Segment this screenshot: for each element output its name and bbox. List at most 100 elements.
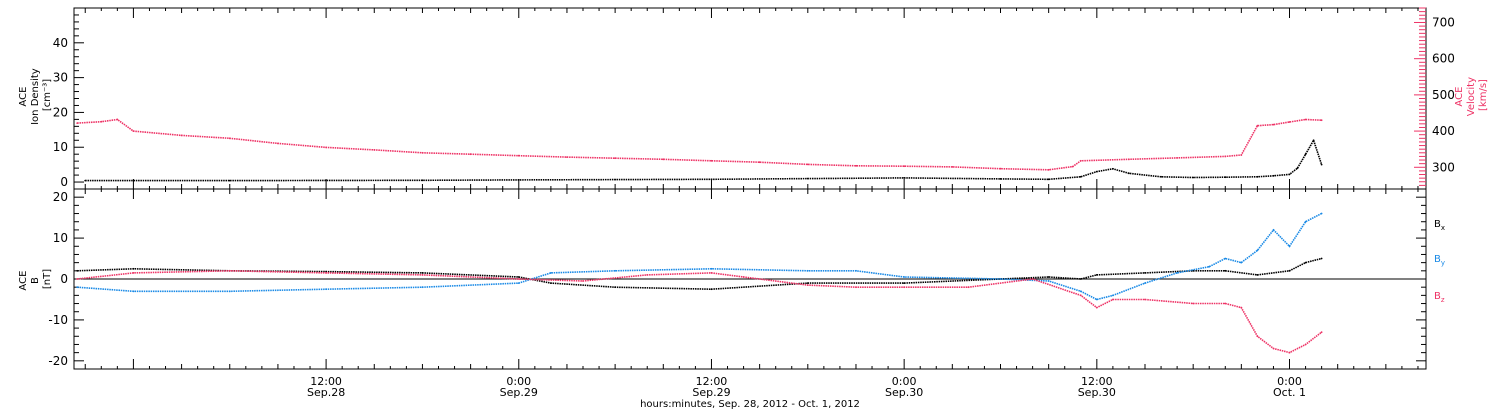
data-point-bz xyxy=(1240,306,1243,309)
data-point-velocity xyxy=(1320,119,1323,122)
data-point-by xyxy=(1304,220,1307,223)
data-point-bx xyxy=(550,282,552,284)
tick-labels: 12:00Sep.280:00Sep.2912:00Sep.290:00Sep.… xyxy=(48,15,1455,399)
legend-by: By xyxy=(1434,254,1445,267)
data-point-bz xyxy=(710,272,713,274)
data-point-by xyxy=(1144,282,1146,284)
y-tick-label-velocity: 700 xyxy=(1432,15,1455,29)
data-point-by xyxy=(1256,249,1259,252)
legend-bx: Bx xyxy=(1434,219,1445,232)
data-point-by xyxy=(1095,298,1098,301)
data-point-velocity xyxy=(228,137,231,140)
density-velocity-panel-frame xyxy=(73,7,1427,190)
data-point-bz xyxy=(855,286,857,289)
data-point-bz xyxy=(76,278,79,280)
data-point-ion-density xyxy=(1128,172,1130,175)
y-tick-label-density: 20 xyxy=(53,105,68,119)
data-point-ion-density xyxy=(1112,167,1114,170)
data-point-ion-density xyxy=(999,178,1002,180)
data-point-ion-density xyxy=(1047,178,1050,181)
data-point-ion-density xyxy=(1288,173,1291,176)
x-tick-label-time: 12:00 xyxy=(310,375,342,388)
data-point-ion-density xyxy=(903,177,905,179)
x-tick-label-time: 0:00 xyxy=(506,375,531,388)
data-point-bx xyxy=(421,272,424,274)
ion-density-axis-title: ACE Ion Density [cm⁻³] xyxy=(18,65,53,125)
data-point-velocity xyxy=(662,158,665,161)
data-point-velocity xyxy=(1224,155,1227,158)
data-point-bz xyxy=(132,272,135,274)
data-point-velocity xyxy=(614,157,616,160)
data-point-bz xyxy=(1304,343,1307,346)
data-point-velocity xyxy=(1288,121,1291,123)
magnetic-field-axis-title: ACE B [nT] xyxy=(18,267,53,290)
data-point-bx xyxy=(325,270,327,273)
data-point-ion-density xyxy=(1224,176,1227,179)
x-tick-label-date: Sep.29 xyxy=(500,386,538,399)
tick-marks xyxy=(74,7,1426,369)
data-point-velocity xyxy=(1176,157,1178,159)
data-point-velocity xyxy=(469,153,472,156)
data-point-velocity xyxy=(758,161,761,164)
data-point-bz xyxy=(903,286,905,289)
data-point-ion-density xyxy=(806,177,809,180)
data-point-ion-density xyxy=(1256,175,1259,178)
data-point-velocity xyxy=(76,122,79,124)
data-point-by xyxy=(325,288,327,291)
data-point-by xyxy=(1320,212,1323,215)
data-point-velocity xyxy=(1128,158,1130,161)
data-point-by xyxy=(1079,290,1082,293)
data-point-by xyxy=(710,267,713,270)
x-tick-label-time: 12:00 xyxy=(696,375,728,388)
y-tick-label-b: -10 xyxy=(48,313,68,327)
x-tick-label-time: 0:00 xyxy=(892,375,917,388)
y-tick-label-velocity: 400 xyxy=(1432,124,1455,138)
data-point-by xyxy=(550,272,552,274)
data-point-velocity xyxy=(999,167,1002,170)
y-tick-label-b: 10 xyxy=(53,231,68,245)
data-point-ion-density xyxy=(710,178,713,181)
data-point-velocity xyxy=(421,151,424,154)
velocity-axis-title: ACE Velocity [km/s] xyxy=(1454,74,1489,116)
data-point-bz xyxy=(1144,298,1146,301)
data-point-bz xyxy=(646,274,649,276)
data-point-bz xyxy=(582,280,584,282)
data-point-velocity xyxy=(806,163,809,166)
y-tick-label-density: 0 xyxy=(60,175,68,189)
legend: Bx By Bz xyxy=(1434,219,1445,304)
x-tick-label-date: Oct. 1 xyxy=(1273,386,1306,399)
data-point-by xyxy=(228,290,231,293)
series-velocity xyxy=(77,118,1322,171)
data-point-bx xyxy=(517,276,520,278)
y-tick-label-velocity: 600 xyxy=(1432,52,1455,66)
data-point-ion-density xyxy=(1296,167,1299,170)
data-point-bx xyxy=(903,282,905,284)
data-point-bx xyxy=(1224,269,1227,272)
data-point-bx xyxy=(1288,269,1291,272)
data-point-by xyxy=(421,286,424,289)
x-tick-label-date: Sep.29 xyxy=(692,386,730,399)
data-point-bx xyxy=(1144,272,1146,274)
data-point-by xyxy=(1112,294,1114,297)
data-point-by xyxy=(76,286,79,289)
x-tick-label-time: 12:00 xyxy=(1081,375,1113,388)
data-point-velocity xyxy=(373,149,376,151)
data-point-by xyxy=(1047,280,1050,282)
data-point-by xyxy=(517,282,520,284)
data-point-bx xyxy=(132,267,135,270)
data-point-bz xyxy=(967,286,970,289)
y-tick-label-b: 0 xyxy=(60,272,68,286)
x-tick-label-date: Sep.28 xyxy=(307,386,345,399)
y-tick-label-density: 10 xyxy=(53,140,68,154)
data-point-bz xyxy=(228,269,231,272)
data-point-velocity xyxy=(1047,168,1050,171)
data-point-bz xyxy=(1079,294,1082,297)
y-tick-label-velocity: 300 xyxy=(1432,160,1455,174)
data-point-velocity xyxy=(1272,123,1275,126)
data-point-velocity xyxy=(517,154,520,157)
data-point-bx xyxy=(1304,261,1307,264)
series-by xyxy=(77,212,1322,301)
series-ion-density xyxy=(85,138,1323,182)
data-point-by xyxy=(1240,261,1243,264)
